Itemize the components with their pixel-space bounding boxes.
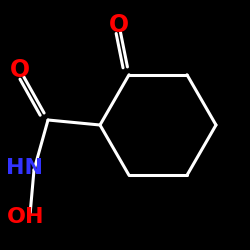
Text: OH: OH xyxy=(7,207,45,227)
Text: O: O xyxy=(109,13,129,37)
Text: HN: HN xyxy=(6,158,43,178)
Text: O: O xyxy=(10,58,30,82)
